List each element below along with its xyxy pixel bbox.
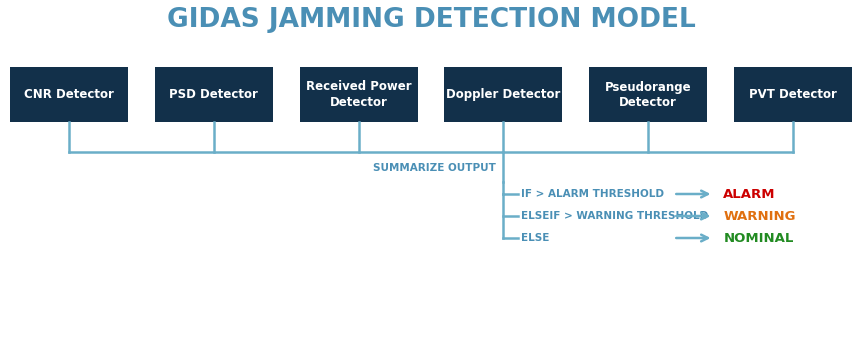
FancyBboxPatch shape: [300, 67, 417, 122]
FancyBboxPatch shape: [155, 67, 272, 122]
Text: WARNING: WARNING: [722, 209, 795, 222]
Text: PVT Detector: PVT Detector: [748, 88, 836, 101]
Text: NOMINAL: NOMINAL: [722, 232, 793, 245]
Text: PSD Detector: PSD Detector: [169, 88, 258, 101]
Text: ALARM: ALARM: [722, 188, 775, 201]
Text: Received Power
Detector: Received Power Detector: [306, 81, 411, 108]
FancyBboxPatch shape: [10, 67, 127, 122]
Text: GIDAS JAMMING DETECTION MODEL: GIDAS JAMMING DETECTION MODEL: [166, 7, 695, 33]
FancyBboxPatch shape: [589, 67, 706, 122]
Text: IF > ALARM THRESHOLD: IF > ALARM THRESHOLD: [521, 189, 664, 199]
Text: SUMMARIZE OUTPUT: SUMMARIZE OUTPUT: [372, 163, 495, 173]
Text: CNR Detector: CNR Detector: [24, 88, 114, 101]
Text: ELSEIF > WARNING THRESHOLD: ELSEIF > WARNING THRESHOLD: [521, 211, 708, 221]
FancyBboxPatch shape: [444, 67, 561, 122]
Text: ELSE: ELSE: [521, 233, 549, 243]
Text: Pseudorange
Detector: Pseudorange Detector: [604, 81, 691, 108]
Text: Doppler Detector: Doppler Detector: [446, 88, 560, 101]
FancyBboxPatch shape: [734, 67, 851, 122]
